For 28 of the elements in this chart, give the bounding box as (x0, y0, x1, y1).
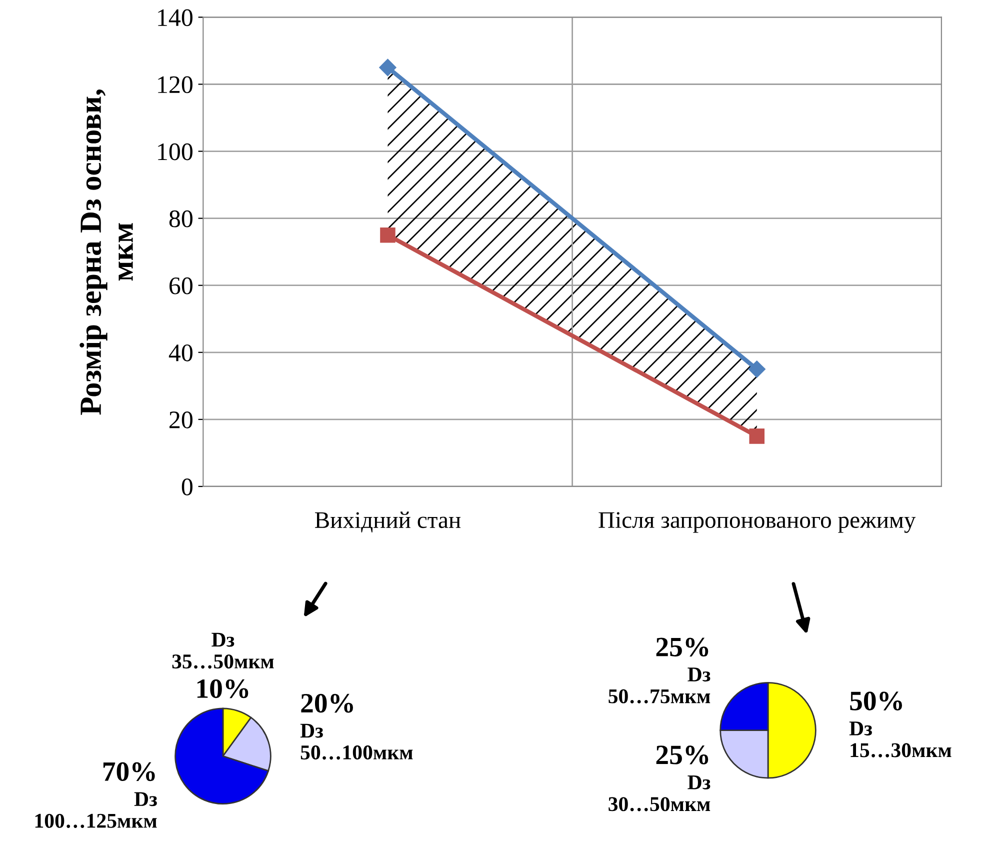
y-tick-label: 60 (170, 277, 192, 294)
y-tick-label: 40 (168, 344, 192, 362)
point (379, 58, 396, 76)
y-tick-label: 0 (182, 478, 192, 496)
point (748, 360, 766, 378)
slice-label: Dз 50…75мкм (608, 668, 710, 704)
slice-label: Dз 100…125мкм (35, 792, 157, 828)
pie-slice (174, 708, 269, 804)
data-label: 25% (656, 638, 708, 657)
x-tick-label: Вихідний стан (315, 512, 461, 532)
slice-label: Dз 15…30мкм (849, 722, 952, 758)
y-tick-label: 100 (158, 143, 192, 160)
slice-label: Dз 30…50мкм (608, 776, 710, 812)
slice-label: Dз 35…50мкм (172, 632, 274, 669)
y-tick-label: 20 (170, 411, 192, 428)
x-tick-label: Після запропонованого режиму (598, 512, 916, 533)
y-tick-label: 140 (158, 9, 192, 26)
data-label: 70% (103, 762, 155, 782)
point (380, 227, 396, 243)
data-label: 10% (197, 679, 248, 698)
slice-label: Dз 50…100мкм (300, 724, 413, 760)
y-tick-label: 80 (169, 210, 192, 228)
point (749, 428, 765, 444)
data-label: 25% (656, 746, 708, 764)
y-tick-label: 120 (158, 76, 192, 94)
data-label: 50% (850, 692, 902, 710)
data-label: 20% (301, 694, 353, 713)
y-axis-title: Розмір зерна Dз основи, мкм (80, 90, 133, 415)
